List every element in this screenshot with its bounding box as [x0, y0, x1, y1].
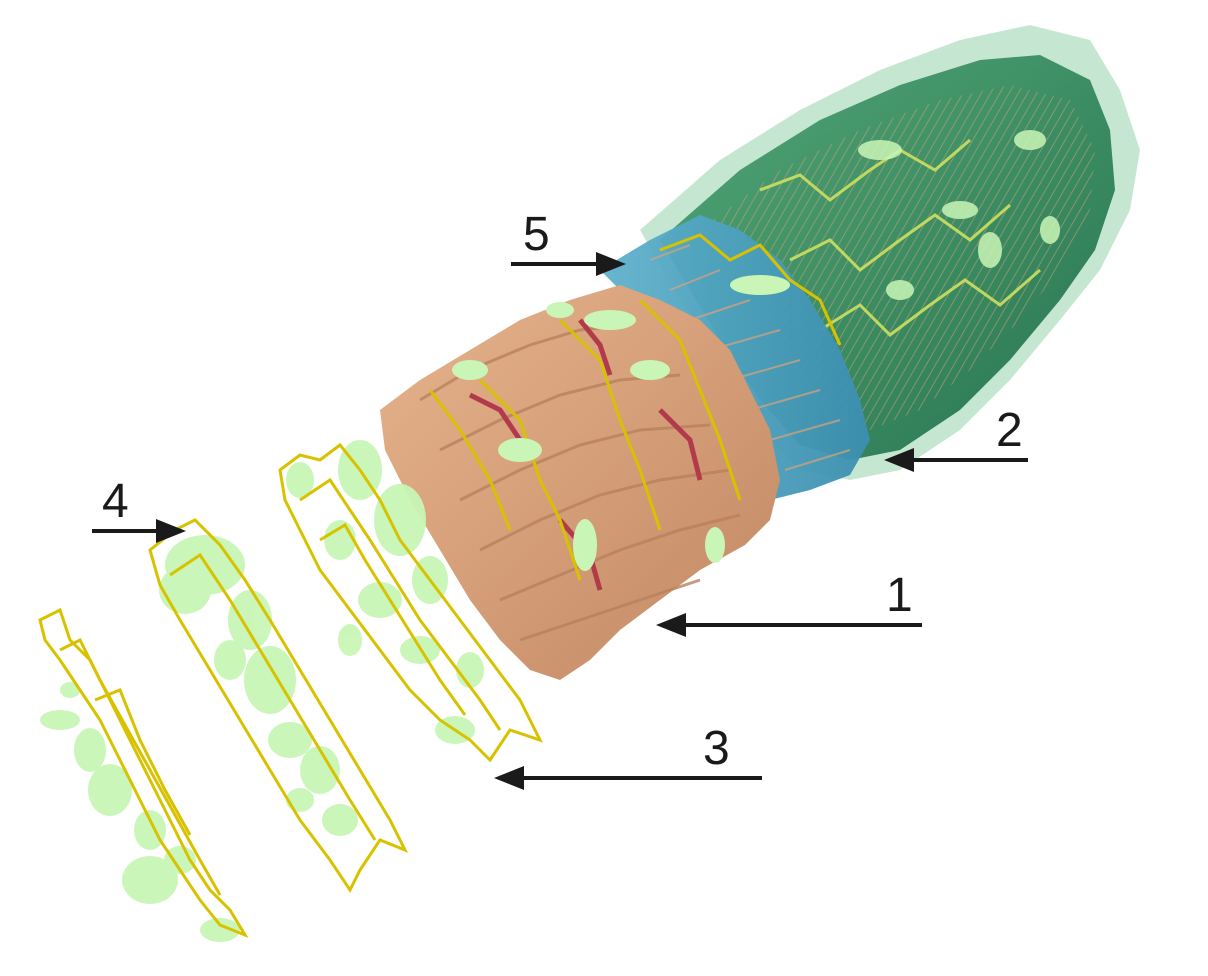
callout-5: 5 [511, 208, 626, 276]
callout-4: 4 [92, 475, 186, 543]
callout-1: 1 [656, 569, 922, 637]
exploded-disc-far-left [38, 607, 249, 942]
callout-2: 2 [884, 404, 1028, 472]
tan-block-bundle [380, 285, 780, 680]
callout-label-2: 2 [996, 404, 1023, 457]
callout-arrowhead-4 [156, 519, 186, 543]
callout-arrowhead-1 [656, 613, 686, 637]
callout-arrowhead-5 [596, 252, 626, 276]
callout-label-3: 3 [703, 722, 730, 775]
callout-label-5: 5 [523, 208, 550, 261]
callout-3: 3 [494, 722, 762, 790]
callout-label-4: 4 [102, 475, 129, 528]
exploded-disc-4 [148, 518, 409, 893]
callout-arrowhead-3 [494, 766, 524, 790]
exploded-disc-3 [278, 440, 543, 763]
callout-arrowhead-2 [884, 448, 914, 472]
callout-label-1: 1 [886, 569, 913, 622]
teal-layer [600, 215, 870, 500]
